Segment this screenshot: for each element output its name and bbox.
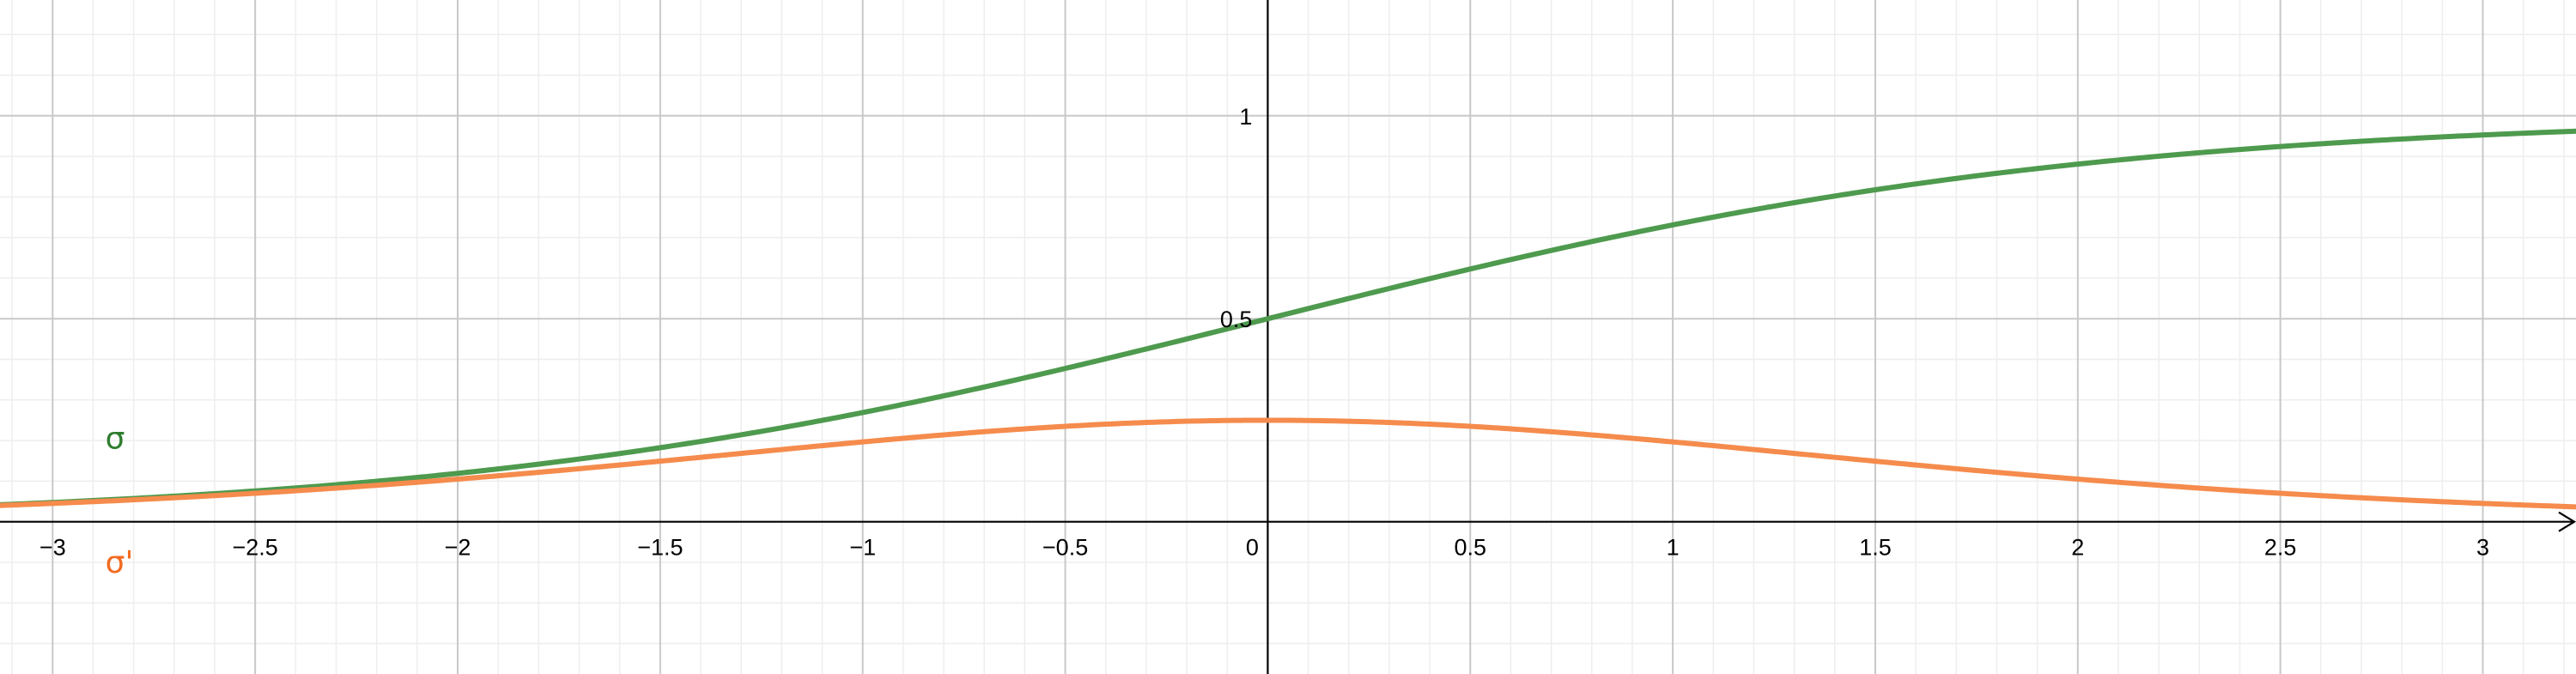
x-tick-label: 2 [2071,535,2084,561]
x-tick-label: −2 [445,535,471,561]
x-tick-label: 0 [1246,535,1259,561]
series-label-sigma: σ [106,422,125,457]
series-labels: σ σ' [106,422,134,580]
x-tick-label: 2.5 [2264,535,2297,561]
y-tick-label: 1 [1239,104,1252,130]
curve-sigma-prime [0,417,2576,510]
x-tick-label: 0.5 [1454,535,1486,561]
x-tick-label: 1 [1667,535,1680,561]
curves [0,128,2576,510]
x-tick-label: −2.5 [233,535,278,561]
x-tick-label: 1.5 [1859,535,1892,561]
x-tick-label: −0.5 [1042,535,1088,561]
x-tick-label: 3 [2476,535,2489,561]
x-tick-label: −3 [39,535,66,561]
tick-labels: −3 −2.5 −2 −1.5 −1 −0.5 0 0.5 1 1.5 2 2.5 3 0.5 1 [39,104,2489,561]
x-axis-arrow [2558,511,2576,532]
x-tick-label: −1 [849,535,876,561]
curve-sigma [0,128,2576,507]
x-tick-label: −1.5 [637,535,683,561]
y-tick-label: 0.5 [1220,307,1253,332]
series-label-sigma-prime: σ' [106,545,134,580]
